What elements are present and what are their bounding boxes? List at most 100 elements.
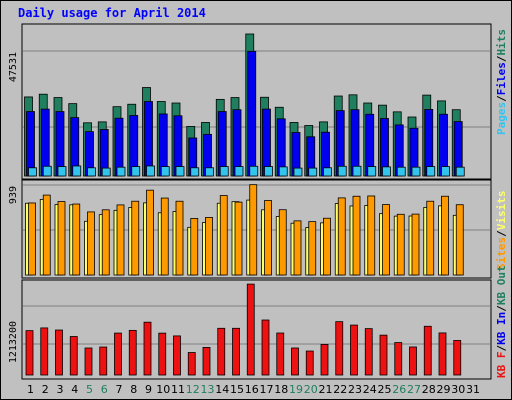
legend-files: Files [495,62,508,95]
bar-sites-day-7 [116,204,125,276]
x-axis-days: 1 2 3 4 5 6 7 8 9 10 11 12 13 14 15 16 17 18 19 20 21 22 23 24 2… [27,383,480,396]
bar-pages-day-4 [72,165,82,177]
x-tick-day-4: 4 [71,383,78,396]
bar-sites-day-5 [87,211,95,276]
x-tick-day-21: 21 [319,383,333,396]
bar-kbf-day-23 [350,324,358,376]
x-tick-day-19: 19 [289,383,303,396]
bar-kbf-day-24 [364,328,373,376]
bar-sites-day-10 [160,197,169,276]
y-tick-sites: 939 [8,186,19,204]
bar-pages-day-13 [205,167,214,177]
legend-separator: / [495,230,508,237]
bars-kb [25,283,462,376]
x-tick-day-1: 1 [27,383,34,396]
x-tick-day-28: 28 [422,383,436,396]
bar-sites-day-30 [455,204,464,276]
bar-kbf-day-16 [246,283,255,376]
bar-pages-day-9 [146,165,155,177]
x-tick-day-5: 5 [86,383,93,396]
bar-kbf-day-25 [379,334,388,376]
x-tick-day-13: 13 [201,383,215,396]
bar-pages-day-23 [352,165,362,177]
bar-kbf-day-30 [453,340,462,376]
legend-visits-sites: Sites/Visits [495,191,508,271]
bar-sites-day-6 [101,209,110,276]
bar-sites-day-14 [219,195,228,276]
bar-kbf-day-3 [55,329,63,376]
bar-sites-day-29 [441,195,449,276]
legend-kb: KB F/KB In/KB Out [495,265,508,378]
legend-kb-text: KB F/KB In/KB Out [495,265,508,378]
bar-sites-day-12 [190,217,199,276]
x-tick-day-3: 3 [57,383,64,396]
bar-kbf-day-19 [291,347,299,376]
bar-sites-day-15 [234,201,243,276]
x-tick-day-12: 12 [186,383,200,396]
bar-kbf-day-28 [423,325,432,376]
x-tick-day-16: 16 [245,383,259,396]
bar-sites-day-2 [42,194,51,276]
bar-pages-day-11 [175,166,185,177]
bar-pages-day-22 [337,165,347,177]
bar-kbf-day-20 [305,350,314,376]
bar-pages-day-1 [28,167,37,177]
legend-separator: / [495,55,508,62]
x-tick-day-25: 25 [378,383,392,396]
x-tick-day-2: 2 [42,383,49,396]
x-tick-day-26: 26 [392,383,406,396]
bar-sites-day-13 [205,217,213,276]
bar-pages-day-26 [396,166,406,177]
chart-title: Daily usage for April 2014 [18,6,206,20]
x-tick-day-24: 24 [363,383,377,396]
x-tick-day-23: 23 [348,383,362,396]
bar-kbf-day-13 [202,346,211,376]
bar-pages-day-5 [87,167,96,177]
x-tick-day-29: 29 [437,383,451,396]
bar-kbf-day-5 [84,347,93,376]
bar-pages-day-3 [57,166,67,177]
bar-kbf-day-8 [128,329,137,376]
legend-pages: Pages [495,102,508,135]
legend-visits: Visits [495,191,508,231]
bar-kbf-day-2 [40,327,49,376]
bar-pages-day-12 [190,167,200,177]
x-tick-day-15: 15 [230,383,244,396]
bar-pages-day-28 [426,166,436,177]
bar-sites-day-3 [57,201,66,276]
bar-kbf-day-12 [187,352,196,376]
legend-kb-out: KB Out [495,265,508,305]
bar-sites-day-24 [367,195,376,276]
bar-kbf-day-14 [217,327,226,376]
bar-sites-day-11 [175,200,184,276]
legend-sites: Sites [495,237,508,270]
bars-visits-sites [25,184,464,276]
x-tick-day-30: 30 [451,383,465,396]
bar-pages-day-6 [101,167,111,177]
bar-kbf-day-27 [409,346,417,376]
bar-pages-day-21 [323,167,332,177]
bar-sites-day-4 [72,203,81,276]
bar-sites-day-23 [352,195,361,276]
legend-separator: / [495,345,508,352]
bar-kbf-day-1 [25,330,34,376]
bar-sites-day-18 [278,209,287,276]
bar-pages-day-7 [116,166,126,177]
x-tick-day-27: 27 [407,383,421,396]
x-tick-day-31: 31 [466,383,480,396]
bar-pages-day-25 [382,166,391,177]
bar-files-day-17 [262,108,271,177]
bar-files-day-9 [144,101,153,177]
y-tick-kb: 1213200 [8,321,19,363]
bars-hits-files-pages [24,33,465,177]
bar-pages-day-15 [234,166,244,177]
bar-kbf-day-29 [438,332,447,376]
bar-sites-day-8 [131,200,140,276]
legend-hits: Hits [495,29,508,56]
bar-kbf-day-9 [143,321,152,376]
bar-files-day-28 [424,109,434,177]
bar-pages-day-30 [455,166,465,177]
x-tick-day-18: 18 [274,383,288,396]
bar-kbf-day-21 [320,344,329,376]
